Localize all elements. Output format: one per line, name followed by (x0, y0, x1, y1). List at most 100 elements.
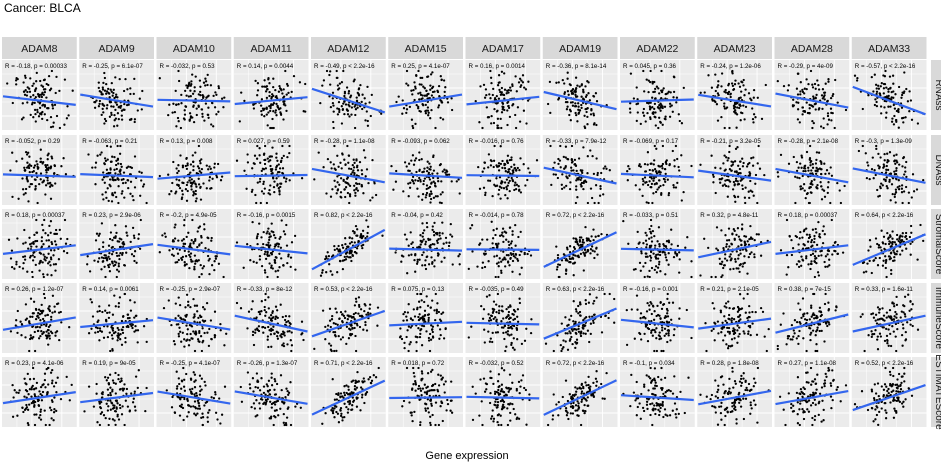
data-point (351, 106, 353, 108)
data-point (256, 94, 258, 96)
data-point (812, 229, 814, 231)
data-point (892, 193, 894, 195)
data-point (171, 111, 173, 113)
data-point (489, 70, 491, 72)
data-point (827, 112, 829, 114)
data-point (884, 83, 886, 85)
data-point (163, 307, 165, 309)
data-point (886, 185, 888, 187)
data-point (40, 260, 42, 262)
panel-background (543, 209, 618, 279)
data-point (585, 111, 587, 113)
data-point (46, 257, 48, 259)
data-point (669, 116, 671, 118)
data-point (207, 107, 209, 109)
data-point (459, 253, 461, 255)
data-point (257, 82, 259, 84)
data-point (720, 276, 722, 278)
data-point (428, 162, 430, 164)
data-point (660, 106, 662, 108)
data-point (412, 89, 414, 91)
data-point (729, 168, 731, 170)
data-point (419, 180, 421, 182)
data-point (912, 173, 914, 175)
data-point (334, 186, 336, 188)
data-point (800, 185, 802, 187)
data-point (699, 164, 701, 166)
data-point (492, 94, 494, 96)
data-point (638, 243, 640, 245)
data-point (426, 222, 428, 224)
data-point (205, 80, 207, 82)
data-point (357, 92, 359, 94)
data-point (189, 246, 191, 248)
data-point (673, 91, 675, 93)
data-point (11, 152, 13, 154)
correlation-label: R = -0.014, p = 0.78 (469, 212, 525, 219)
data-point (16, 237, 18, 239)
correlation-label: R = -0.36, p = 8.1e-14 (546, 63, 607, 70)
data-point (17, 198, 19, 200)
data-point (252, 300, 254, 302)
panel: R = 0.13, p = 0.008 (157, 135, 232, 205)
data-point (43, 88, 45, 90)
data-point (673, 159, 675, 161)
data-point (507, 171, 509, 173)
data-point (422, 232, 424, 234)
data-point (25, 319, 27, 321)
data-point (786, 254, 788, 256)
data-point (117, 327, 119, 329)
data-point (112, 329, 114, 331)
data-point (119, 252, 121, 254)
data-point (487, 179, 489, 181)
data-point (102, 111, 104, 113)
data-point (421, 264, 423, 266)
data-point (427, 106, 429, 108)
data-point (395, 101, 397, 103)
data-point (649, 186, 651, 188)
correlation-label: R = -0.49, p < 2.2e-16 (314, 63, 375, 70)
data-point (274, 262, 276, 264)
row-strips: RNAssDNAssStromalScoreImmuneScoreESTIMAT… (931, 60, 941, 430)
data-point (447, 101, 449, 103)
data-point (886, 165, 888, 167)
data-point (109, 331, 111, 333)
data-point (404, 233, 406, 235)
data-point (139, 98, 141, 100)
data-point (753, 195, 755, 197)
data-point (506, 92, 508, 94)
data-point (526, 253, 528, 255)
data-point (192, 191, 194, 193)
data-point (799, 93, 801, 95)
data-point (193, 266, 195, 268)
data-point (905, 186, 907, 188)
data-point (171, 182, 173, 184)
data-point (591, 197, 593, 199)
data-point (426, 170, 428, 172)
data-point (185, 188, 187, 190)
data-point (236, 160, 238, 162)
data-point (358, 296, 360, 298)
data-point (655, 191, 657, 193)
data-point (760, 255, 762, 257)
data-point (26, 153, 28, 155)
data-point (194, 151, 196, 153)
data-point (111, 261, 113, 263)
data-point (431, 261, 433, 263)
data-point (450, 223, 452, 225)
data-point (50, 256, 52, 258)
data-point (181, 196, 183, 198)
data-point (28, 186, 30, 188)
data-point (100, 93, 102, 95)
data-point (885, 267, 887, 269)
data-point (896, 250, 898, 252)
data-point (359, 84, 361, 86)
data-point (196, 305, 198, 307)
data-point (354, 195, 356, 197)
data-point (808, 104, 810, 106)
data-point (125, 225, 127, 227)
data-point (563, 156, 565, 158)
data-point (684, 247, 686, 249)
data-point (104, 90, 106, 92)
data-point (425, 112, 427, 114)
